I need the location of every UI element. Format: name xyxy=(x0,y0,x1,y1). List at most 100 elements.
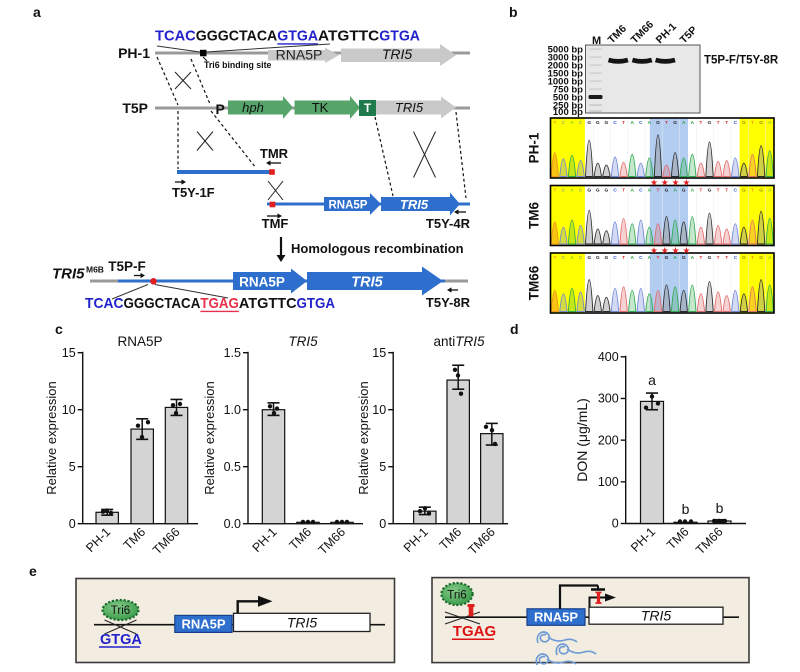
svg-text:T5Y-4R: T5Y-4R xyxy=(426,216,471,231)
svg-text:GTGA: GTGA xyxy=(379,28,420,45)
svg-text:0: 0 xyxy=(69,517,76,531)
svg-text:2000 bp: 2000 bp xyxy=(548,61,584,72)
svg-text:G: G xyxy=(742,255,746,261)
svg-text:T5Y-8R: T5Y-8R xyxy=(426,295,471,310)
svg-text:T: T xyxy=(622,120,625,126)
svg-text:TMF: TMF xyxy=(262,216,289,231)
svg-text:PH-1: PH-1 xyxy=(527,132,542,163)
svg-text:GGGCTACA: GGGCTACA xyxy=(123,295,200,312)
svg-text:C: C xyxy=(734,255,738,261)
svg-text:a: a xyxy=(648,372,656,388)
svg-text:C: C xyxy=(562,188,566,194)
svg-text:T: T xyxy=(725,255,728,261)
svg-text:400: 400 xyxy=(598,350,619,364)
svg-text:TCAC: TCAC xyxy=(155,28,196,45)
svg-text:G: G xyxy=(587,120,591,126)
svg-text:c: c xyxy=(55,321,63,337)
svg-text:P: P xyxy=(216,101,225,117)
svg-text:b: b xyxy=(716,500,724,516)
svg-text:★: ★ xyxy=(661,246,669,256)
svg-text:10: 10 xyxy=(62,403,76,417)
svg-text:a: a xyxy=(33,4,41,20)
svg-text:d: d xyxy=(510,321,519,337)
svg-text:G: G xyxy=(708,188,712,194)
svg-text:0.0: 0.0 xyxy=(224,517,241,531)
svg-text:Relative expression: Relative expression xyxy=(44,381,59,494)
svg-text:C: C xyxy=(562,255,566,261)
svg-text:TMR: TMR xyxy=(260,146,289,161)
svg-text:PH-1: PH-1 xyxy=(118,45,150,61)
svg-text:A: A xyxy=(570,188,574,194)
svg-text:C: C xyxy=(734,120,738,126)
svg-text:RNA5P: RNA5P xyxy=(117,334,162,349)
svg-text:A: A xyxy=(691,255,695,261)
svg-text:RNA5P: RNA5P xyxy=(181,617,225,632)
svg-text:C: C xyxy=(639,188,643,194)
svg-text:1000 bp: 1000 bp xyxy=(548,77,584,88)
svg-text:TRI5: TRI5 xyxy=(287,615,318,631)
svg-text:RNA5P: RNA5P xyxy=(329,200,368,212)
svg-text:0: 0 xyxy=(379,517,386,531)
svg-text:G: G xyxy=(708,120,712,126)
svg-text:A: A xyxy=(570,255,574,261)
svg-text:G: G xyxy=(708,255,712,261)
svg-text:C: C xyxy=(639,255,643,261)
svg-text:TRI5: TRI5 xyxy=(382,46,413,62)
svg-text:G: G xyxy=(665,188,669,194)
svg-text:TRI5: TRI5 xyxy=(288,334,318,349)
svg-text:G: G xyxy=(682,188,686,194)
svg-text:★: ★ xyxy=(650,246,658,256)
svg-text:A: A xyxy=(768,120,772,126)
svg-text:G: G xyxy=(759,120,763,126)
svg-text:0.5: 0.5 xyxy=(224,460,241,474)
svg-text:Tri6: Tri6 xyxy=(111,605,130,617)
svg-text:M: M xyxy=(592,35,601,47)
svg-text:G: G xyxy=(596,255,600,261)
svg-text:T5P: T5P xyxy=(122,100,148,116)
svg-text:G: G xyxy=(759,255,763,261)
svg-text:G: G xyxy=(596,188,600,194)
svg-text:A: A xyxy=(768,188,772,194)
svg-text:G: G xyxy=(665,255,669,261)
svg-text:A: A xyxy=(673,255,677,261)
svg-text:T5Y-1F: T5Y-1F xyxy=(172,185,215,200)
svg-text:G: G xyxy=(605,188,609,194)
svg-text:A: A xyxy=(768,255,772,261)
svg-text:★: ★ xyxy=(672,246,680,256)
svg-text:15: 15 xyxy=(62,346,76,360)
svg-text:T: T xyxy=(725,188,728,194)
svg-text:200: 200 xyxy=(598,433,619,447)
svg-text:T: T xyxy=(657,255,660,261)
svg-text:G: G xyxy=(682,255,686,261)
svg-text:RNA5P: RNA5P xyxy=(276,47,323,63)
svg-text:TM6: TM6 xyxy=(527,202,542,229)
svg-text:Homologous recombination: Homologous recombination xyxy=(291,241,464,256)
svg-text:T5P-F: T5P-F xyxy=(108,259,146,274)
svg-text:C: C xyxy=(639,120,643,126)
svg-text:★: ★ xyxy=(682,178,690,188)
svg-text:T: T xyxy=(751,255,754,261)
svg-text:T: T xyxy=(364,101,372,115)
svg-text:T: T xyxy=(553,120,556,126)
svg-text:TGAG: TGAG xyxy=(453,623,496,640)
svg-text:C: C xyxy=(579,255,583,261)
svg-text:TRI5: TRI5 xyxy=(351,275,383,291)
svg-text:G: G xyxy=(673,120,677,126)
svg-text:TRI5: TRI5 xyxy=(641,608,672,624)
svg-text:3000 bp: 3000 bp xyxy=(548,53,584,64)
svg-text:TM66: TM66 xyxy=(527,265,542,300)
svg-text:A: A xyxy=(570,120,574,126)
svg-text:T: T xyxy=(553,188,556,194)
svg-text:G: G xyxy=(596,120,600,126)
svg-text:T: T xyxy=(751,188,754,194)
svg-text:100 bp: 100 bp xyxy=(553,107,583,118)
svg-text:GGGCTACA: GGGCTACA xyxy=(196,28,278,45)
svg-text:A: A xyxy=(648,255,652,261)
svg-text:T: T xyxy=(717,188,720,194)
svg-text:G: G xyxy=(605,255,609,261)
svg-text:A: A xyxy=(630,120,634,126)
svg-text:A: A xyxy=(673,188,677,194)
svg-text:T: T xyxy=(725,120,728,126)
svg-text:TRI5: TRI5 xyxy=(400,197,429,212)
svg-text:G: G xyxy=(759,188,763,194)
